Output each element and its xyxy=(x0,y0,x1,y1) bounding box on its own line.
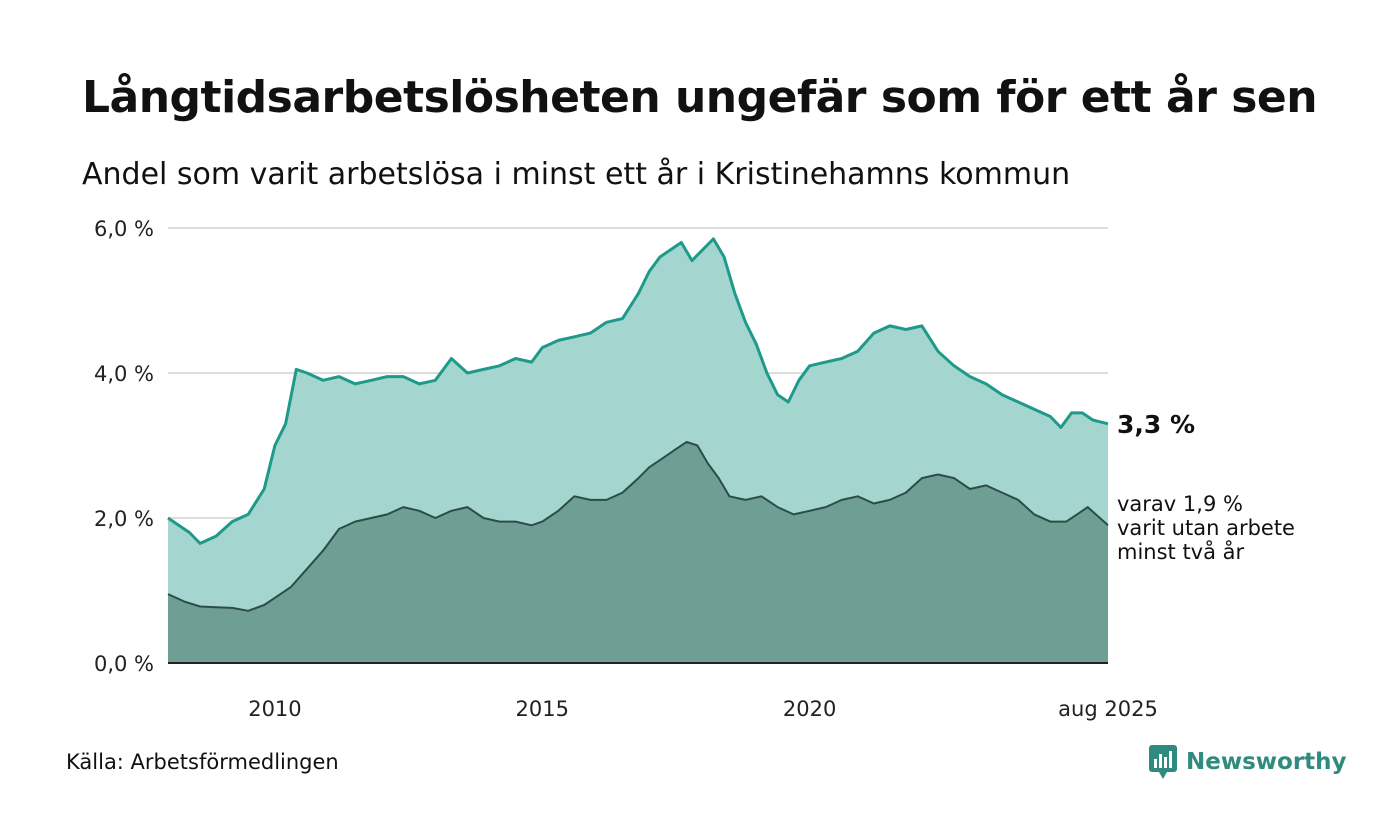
x-tick-label: 2010 xyxy=(248,697,301,721)
newsworthy-logo-icon xyxy=(1149,745,1177,779)
y-tick-label: 0,0 % xyxy=(94,652,154,676)
y-axis-ticks: 0,0 % 2,0 % 4,0 % 6,0 % xyxy=(94,217,154,676)
last-value-label: 3,3 % xyxy=(1117,410,1196,439)
x-tick-label: 2020 xyxy=(783,697,836,721)
chart-areas xyxy=(167,237,1109,663)
series-line-1 xyxy=(167,237,1109,545)
subseries-note-line: varit utan arbete xyxy=(1117,516,1295,540)
subseries-note: varav 1,9 % varit utan arbete minst två … xyxy=(1117,492,1295,564)
brand-name: Newsworthy xyxy=(1186,749,1347,775)
subseries-note-line: minst två år xyxy=(1117,540,1245,564)
y-tick-label: 4,0 % xyxy=(94,362,154,386)
y-tick-label: 2,0 % xyxy=(94,507,154,531)
brand-logo[interactable]: Newsworthy xyxy=(1148,744,1347,780)
x-tick-label: aug 2025 xyxy=(1058,697,1158,721)
series-area-2 xyxy=(168,441,1108,663)
x-tick-label: 2015 xyxy=(516,697,569,721)
y-tick-label: 6,0 % xyxy=(94,217,154,241)
chart-title: Långtidsarbetslösheten ungefär som för e… xyxy=(82,72,1318,123)
x-axis-ticks: 2010 2015 2020 aug 2025 xyxy=(248,697,1158,721)
area-chart: 0,0 % 2,0 % 4,0 % 6,0 % 2010 2015 2020 aug 202… xyxy=(94,217,1158,721)
source-note: Källa: Arbetsförmedlingen xyxy=(66,750,339,774)
subseries-note-line: varav 1,9 % xyxy=(1117,492,1243,516)
series-line-2 xyxy=(167,440,1109,612)
chart-subtitle: Andel som varit arbetslösa i minst ett å… xyxy=(82,157,1071,192)
